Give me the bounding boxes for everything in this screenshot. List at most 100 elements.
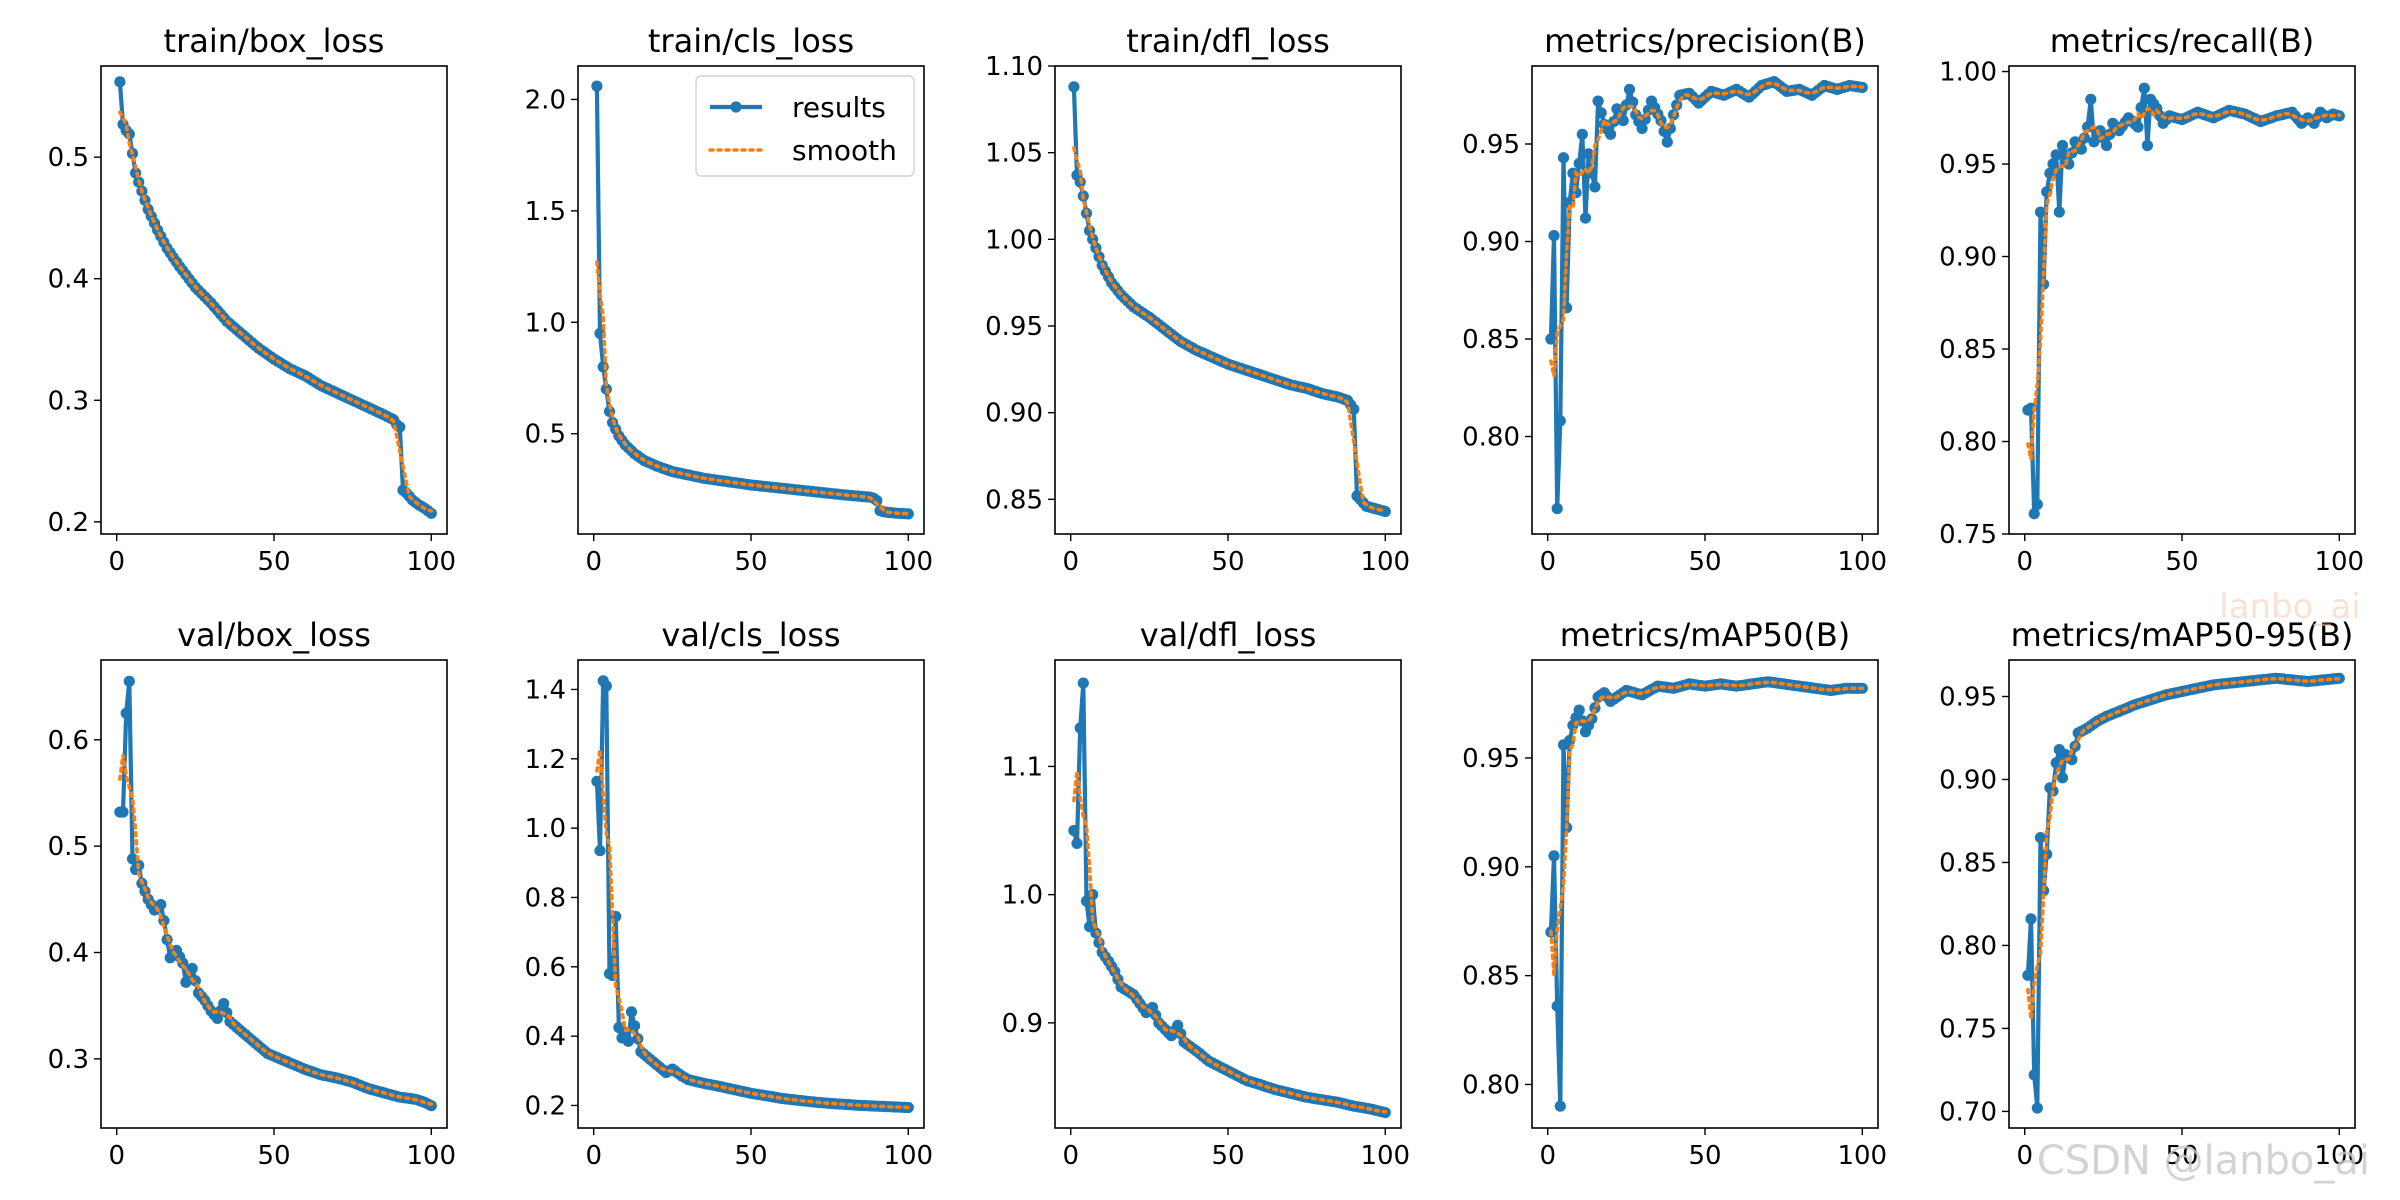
y-tick-label: 0.6 xyxy=(525,953,566,983)
results-point xyxy=(2138,82,2150,94)
x-tick-label: 50 xyxy=(1211,1141,1244,1171)
results-point xyxy=(2028,1069,2040,1081)
x-tick-label: 50 xyxy=(257,547,290,577)
results-point xyxy=(594,845,606,857)
results-point xyxy=(1545,333,1557,345)
results-point xyxy=(1639,113,1651,125)
results-point xyxy=(2050,757,2062,769)
y-tick-label: 0.90 xyxy=(1939,765,1997,795)
results-point xyxy=(2132,121,2144,133)
chart-panel: val/cls_loss 0 50 100 0.2 0.4 0.6 0.8 1.0 1.2 1.4 xyxy=(525,616,933,1171)
smooth-line xyxy=(1549,81,1865,377)
x-tick-label: 50 xyxy=(734,1141,767,1171)
results-point xyxy=(2085,93,2097,105)
results-point xyxy=(1379,505,1391,518)
plot-frame xyxy=(2008,659,2356,1129)
results-point xyxy=(2050,149,2062,161)
y-tick-label: 0.2 xyxy=(525,1091,566,1121)
plot-data xyxy=(591,675,914,1114)
y-tick-label: 0.90 xyxy=(1462,853,1520,883)
results-point xyxy=(1557,152,1570,164)
results-point xyxy=(1068,81,1080,93)
results-point xyxy=(1592,95,1604,107)
x-tick-label: 0 xyxy=(1539,1141,1556,1171)
chart-panel: train/box_loss 0 50 100 0.2 0.3 0.4 0.5 xyxy=(48,22,456,577)
panel-title: metrics/recall(B) xyxy=(2050,22,2315,60)
chart-panel: metrics/recall(B) 0 50 100 0.75 0.80 0.85 0.90 0… xyxy=(1939,22,2364,577)
panel-title: train/box_loss xyxy=(164,22,385,60)
legend-results-label: results xyxy=(792,91,886,124)
y-tick-label: 1.0 xyxy=(525,308,566,338)
y-tick-label: 0.95 xyxy=(1939,150,1997,180)
results-point xyxy=(591,775,603,787)
y-tick-label: 1.00 xyxy=(1939,58,1997,88)
results-point xyxy=(114,76,126,88)
results-point xyxy=(2028,508,2040,520)
results-point xyxy=(2025,913,2037,925)
x-tick-label: 0 xyxy=(2016,1141,2033,1171)
panel-title: val/dfl_loss xyxy=(1140,616,1317,654)
x-tick-label: 50 xyxy=(1688,547,1721,577)
results-point xyxy=(591,80,603,92)
results-point xyxy=(1595,107,1607,119)
results-point xyxy=(1605,128,1617,140)
chart-panel: metrics/mAP50(B) 0 50 100 0.80 0.85 0.90 0.95 xyxy=(1462,616,1887,1171)
x-tick-label: 100 xyxy=(406,547,456,577)
x-tick-label: 50 xyxy=(2165,1141,2198,1171)
y-tick-label: 0.3 xyxy=(48,1045,89,1075)
results-point xyxy=(625,1006,638,1018)
y-tick-label: 1.10 xyxy=(985,52,1043,82)
y-tick-label: 1.1 xyxy=(1002,752,1043,782)
x-tick-label: 50 xyxy=(1211,547,1244,577)
y-tick-label: 0.90 xyxy=(1939,243,1997,273)
x-tick-label: 0 xyxy=(1539,547,1556,577)
results-point xyxy=(1074,722,1086,734)
plot-data xyxy=(1545,76,1868,515)
smooth-line xyxy=(2026,676,2342,1020)
results-point xyxy=(622,1035,634,1047)
panel-title: val/cls_loss xyxy=(661,616,840,654)
results-point xyxy=(2047,158,2059,170)
smooth-line xyxy=(1072,770,1388,1114)
legend-results-marker xyxy=(730,101,742,113)
x-tick-label: 100 xyxy=(1360,1141,1410,1171)
y-tick-label: 0.95 xyxy=(985,312,1043,342)
results-point xyxy=(1071,837,1083,850)
plot-data xyxy=(1545,676,1868,1112)
results-point xyxy=(1576,128,1588,140)
y-tick-label: 1.00 xyxy=(985,225,1043,255)
results-point xyxy=(1554,1100,1566,1112)
smooth-line xyxy=(595,260,911,516)
results-point xyxy=(600,680,612,692)
smooth-line xyxy=(118,110,434,513)
results-point xyxy=(2031,498,2043,510)
panel-title: metrics/mAP50(B) xyxy=(1560,616,1851,654)
panel-title: metrics/precision(B) xyxy=(1544,22,1866,60)
results-point xyxy=(1567,167,1579,179)
x-tick-label: 100 xyxy=(1837,547,1887,577)
results-point xyxy=(218,998,230,1010)
x-tick-label: 0 xyxy=(108,1141,125,1171)
panel-title: val/box_loss xyxy=(177,616,371,654)
results-point xyxy=(2056,772,2069,784)
results-point xyxy=(629,1020,641,1032)
faint-watermark: lanbo_ai xyxy=(2219,587,2361,627)
results-point xyxy=(123,675,135,687)
y-tick-label: 0.85 xyxy=(985,485,1043,515)
y-tick-label: 0.95 xyxy=(1462,744,1520,774)
smooth-line xyxy=(595,749,911,1110)
plot-frame xyxy=(1054,65,1402,535)
panel-title: train/cls_loss xyxy=(648,22,854,60)
results-point xyxy=(1661,136,1673,148)
results-point xyxy=(1617,115,1629,127)
results-point xyxy=(1548,230,1560,242)
y-tick-label: 0.85 xyxy=(1939,848,1997,878)
results-point xyxy=(2053,206,2065,218)
y-tick-label: 0.90 xyxy=(1462,228,1520,258)
y-tick-label: 0.4 xyxy=(48,265,89,295)
results-point xyxy=(2056,139,2069,152)
results-point xyxy=(1077,677,1089,689)
x-tick-label: 0 xyxy=(1062,1141,1079,1171)
csdn-watermark: CSDN @lanbo_ai xyxy=(2037,1138,2370,1184)
